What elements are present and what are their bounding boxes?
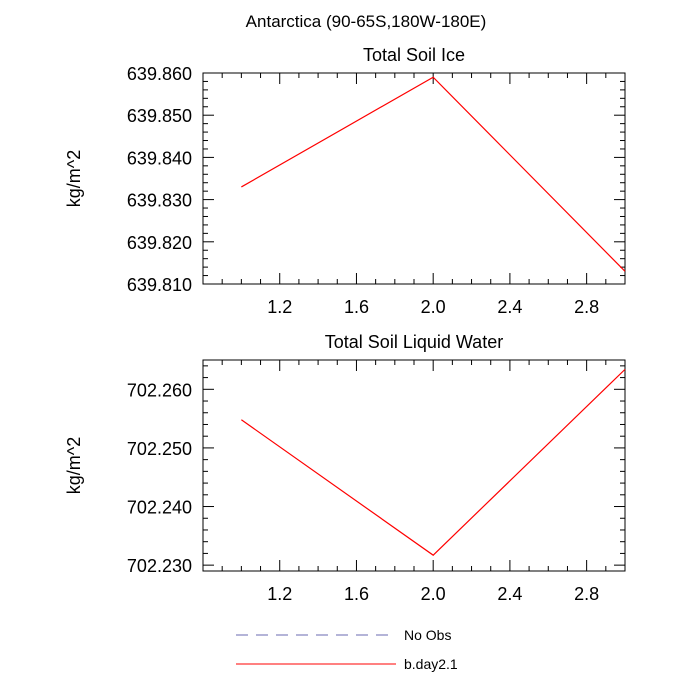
y-tick-label: 639.840 [127,148,192,168]
y-axis-label: kg/m^2 [64,150,84,207]
y-tick-label: 639.860 [127,64,192,84]
legend: No Obs b.day2.1 [236,627,458,672]
x-tick-label: 2.4 [497,584,522,604]
y-tick-label: 639.810 [127,275,192,295]
y-axis-label: kg/m^2 [64,437,84,494]
x-tick-label: 1.6 [344,584,369,604]
chart-panel-1: Total Soil Ice kg/m^2 1.2 1.6 2.0 2.4 2.8 639.8… [64,45,626,317]
y-tick-label: 639.820 [127,233,192,253]
x-tick-label: 1.2 [267,584,292,604]
plot-frame [202,359,626,572]
x-tick-label: 1.6 [344,297,369,317]
x-tick-label: 2.0 [421,297,446,317]
x-tick-label: 2.4 [497,297,522,317]
chart-panel-2: Total Soil Liquid Water kg/m^2 1.2 1.6 2.0 2.… [64,332,626,604]
y-tick-label: 702.260 [127,380,192,400]
x-tick-label: 2.8 [574,584,599,604]
chart-title: Total Soil Liquid Water [325,332,503,352]
x-tick-label: 2.0 [421,584,446,604]
y-tick-label: 639.850 [127,106,192,126]
chart-panels: Total Soil Ice kg/m^2 1.2 1.6 2.0 2.4 2.8 639.8… [64,45,626,604]
legend-item: b.day2.1 [236,656,458,672]
y-tick-label: 702.240 [127,498,192,518]
y-tick-label: 702.250 [127,439,192,459]
legend-label: No Obs [404,627,451,643]
y-tick-label: 639.830 [127,191,192,211]
legend-label: b.day2.1 [404,656,458,672]
series-line-1 [241,368,626,556]
figure-title: Antarctica (90-65S,180W-180E) [246,12,487,31]
plot-frame [202,72,626,285]
x-tick-label: 1.2 [267,297,292,317]
x-tick-label: 2.8 [574,297,599,317]
chart-title: Total Soil Ice [363,45,465,65]
legend-item: No Obs [236,627,451,643]
y-tick-label: 702.230 [127,556,192,576]
series-line-1 [241,76,626,272]
